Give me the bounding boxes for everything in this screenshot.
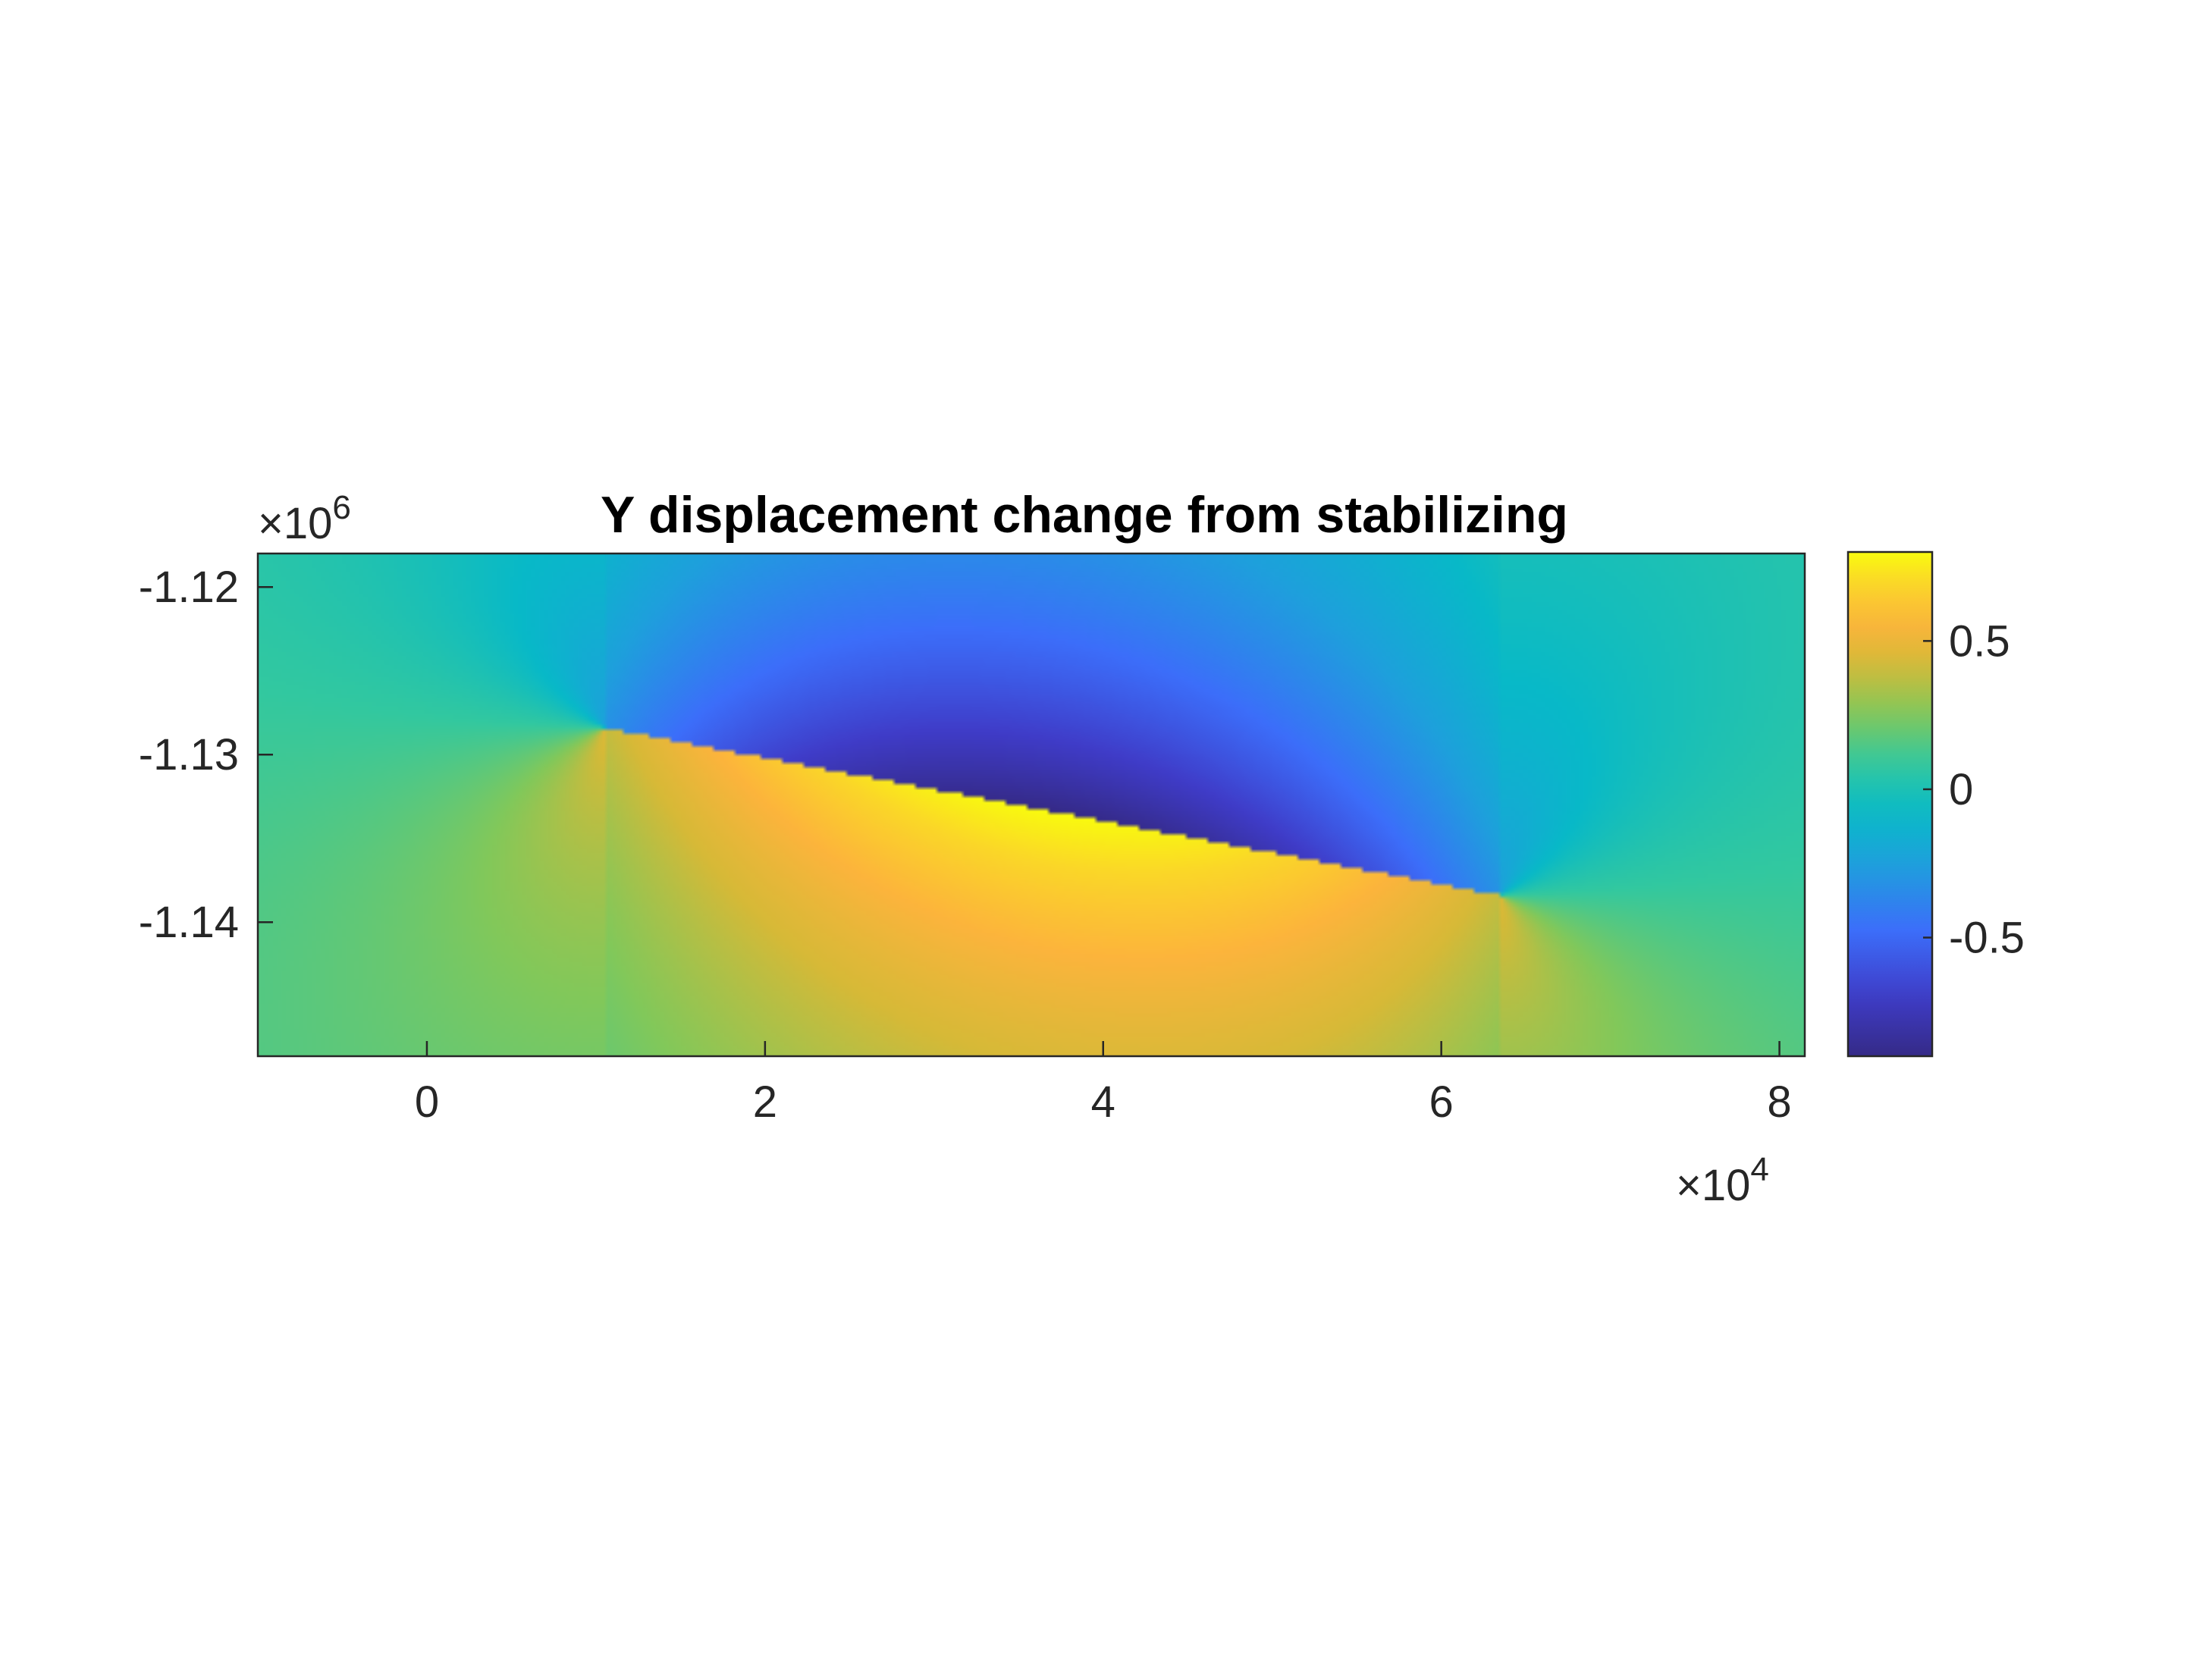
y-axis: -1.12 -1.13 -1.14 [139,563,273,947]
colorbar: 0.5 0 -0.5 [1846,550,2025,1058]
y-tick-label: -1.12 [139,563,239,612]
y-tick-label: -1.14 [139,898,239,947]
x-axis-exponent: ×104 [1676,1151,1769,1210]
colorbar-gradient [1846,550,1934,1058]
heatmap-image [258,554,1805,1056]
y-tick-label: -1.13 [139,730,239,779]
x-tick-label: 2 [753,1077,777,1127]
x-tick-label: 6 [1429,1077,1454,1127]
plot-area [256,552,1806,1058]
colorbar-tick-label: 0.5 [1949,616,2010,666]
x-tick-label: 8 [1767,1077,1791,1127]
x-axis: 0 2 4 6 8 [415,1041,1792,1127]
colorbar-tick-label: -0.5 [1949,914,2025,963]
y-axis-exponent: ×106 [258,489,351,548]
colorbar-tick-label: 0 [1949,765,1973,814]
colorbar-ticks: 0.5 0 -0.5 [1923,616,2025,963]
chart-title: Y displacement change from stabilizing [601,486,1568,544]
x-tick-label: 0 [415,1077,439,1127]
x-tick-label: 4 [1091,1077,1115,1127]
